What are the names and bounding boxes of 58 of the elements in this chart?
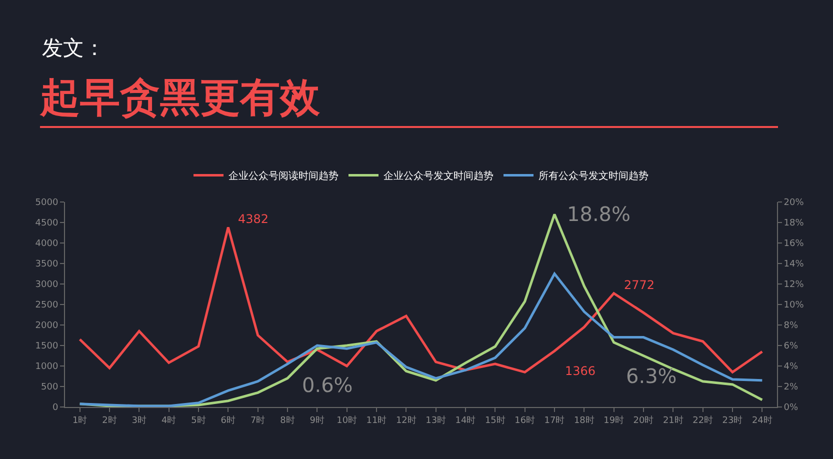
y-tick-label: 500 xyxy=(41,382,58,393)
x-tick-label: 19时 xyxy=(604,414,624,426)
y-tick-label: 1000 xyxy=(35,362,58,372)
x-tick-label: 11时 xyxy=(366,414,387,426)
x-tick-label: 3时 xyxy=(132,414,147,426)
annotation: 0.6% xyxy=(302,373,353,397)
y2-tick-label: 12% xyxy=(784,280,804,290)
x-tick-label: 24时 xyxy=(752,414,772,426)
x-tick-label: 12时 xyxy=(396,414,416,426)
x-tick-label: 20时 xyxy=(633,414,654,426)
legend-label: 企业公众号阅读时间趋势 xyxy=(228,170,338,182)
y-tick-label: 5000 xyxy=(35,198,58,208)
x-tick-label: 22时 xyxy=(692,414,714,426)
y-tick-label: 4500 xyxy=(35,218,58,229)
y-tick-label: 3500 xyxy=(35,260,58,270)
y-tick-label: 4000 xyxy=(35,239,58,250)
y2-tick-label: 14% xyxy=(784,260,804,270)
y2-tick-label: 16% xyxy=(784,239,804,250)
y-tick-label: 2500 xyxy=(35,300,58,311)
y2-tick-label: 6% xyxy=(784,342,799,352)
y2-tick-label: 10% xyxy=(784,300,804,311)
legend-label: 企业公众号发文时间趋势 xyxy=(384,170,494,182)
y-tick-label: 3000 xyxy=(35,280,58,290)
x-tick-label: 5时 xyxy=(191,414,206,426)
y2-tick-label: 4% xyxy=(784,362,799,372)
y2-tick-label: 2% xyxy=(784,382,799,393)
chart-subtitle: 发文： xyxy=(42,35,105,62)
y2-tick-label: 18% xyxy=(784,218,804,229)
y-tick-label: 1500 xyxy=(35,342,58,352)
x-tick-label: 14时 xyxy=(455,414,476,426)
data-label: 1366 xyxy=(565,364,596,378)
legend-label: 所有公众号发文时间趋势 xyxy=(538,170,648,182)
x-tick-label: 15时 xyxy=(484,414,506,426)
x-tick-label: 21时 xyxy=(662,414,684,426)
x-tick-label: 9时 xyxy=(310,414,325,426)
y2-tick-label: 20% xyxy=(784,198,804,208)
y2-tick-label: 8% xyxy=(784,321,799,332)
x-tick-label: 1时 xyxy=(72,414,88,426)
y-tick-label: 2000 xyxy=(35,321,58,332)
line-series xyxy=(78,272,764,407)
y2-tick-label: 0% xyxy=(784,403,799,414)
data-label: 18.8% xyxy=(567,202,631,226)
data-label: 4382 xyxy=(238,212,269,226)
x-tick-label: 4时 xyxy=(161,414,176,426)
x-tick-label: 6时 xyxy=(220,414,236,426)
x-tick-label: 23时 xyxy=(722,414,743,426)
data-label: 6.3% xyxy=(626,364,677,388)
data-label: 2772 xyxy=(624,278,655,292)
x-tick-label: 13时 xyxy=(426,414,446,426)
x-tick-label: 17时 xyxy=(544,414,565,426)
x-tick-label: 10时 xyxy=(336,414,358,426)
x-tick-label: 7时 xyxy=(250,414,266,426)
y-tick-label: 0 xyxy=(52,403,58,414)
x-tick-label: 18时 xyxy=(574,414,594,426)
x-tick-label: 16时 xyxy=(514,414,536,426)
x-tick-label: 8时 xyxy=(280,414,295,426)
x-tick-label: 2时 xyxy=(102,414,117,426)
chart-title: 起早贪黑更有效 xyxy=(40,74,320,123)
